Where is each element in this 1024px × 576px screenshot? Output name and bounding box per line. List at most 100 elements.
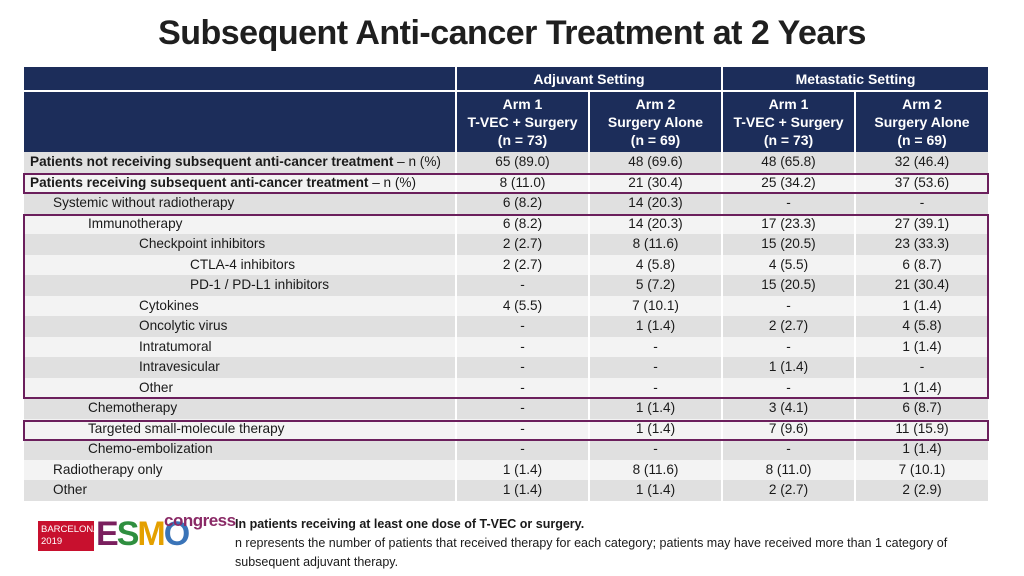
table-cell: 25 (34.2): [721, 172, 856, 193]
table-row: CTLA-4 inhibitors 2 (2.7) 4 (5.8) 4 (5.5…: [24, 254, 989, 275]
table-cell: 11 (15.9): [854, 418, 989, 439]
table-row: Chemotherapy - 1 (1.4) 3 (4.1) 6 (8.7): [24, 398, 989, 419]
table-cell: -: [587, 336, 723, 357]
arm-header-line1: Arm 1: [502, 96, 543, 112]
treatment-table: Adjuvant Setting Metastatic Setting Arm …: [24, 67, 989, 501]
table-row: Intravesicular - - 1 (1.4) -: [24, 357, 989, 378]
row-label: Other: [24, 480, 456, 501]
arm-header-line3: (n = 73): [497, 132, 548, 148]
logo-letter-e: E: [96, 515, 119, 553]
row-label: Intratumoral: [24, 336, 456, 357]
table-cell: 2 (2.7): [721, 480, 856, 501]
footnote-detail: n represents the number of patients that…: [235, 536, 948, 569]
logo-city: BARCELONA: [41, 524, 100, 535]
table-cell: 4 (5.8): [854, 316, 989, 337]
table-row: Radiotherapy only 1 (1.4) 8 (11.6) 8 (11…: [24, 459, 989, 480]
table-cell: 1 (1.4): [854, 377, 989, 398]
group-header-metastatic: Metastatic Setting: [721, 67, 989, 92]
table-cell: 2 (2.7): [721, 316, 856, 337]
row-label: PD-1 / PD-L1 inhibitors: [24, 275, 456, 296]
arm-header-line2: T-VEC + Surgery: [467, 114, 578, 130]
arm-header-line2: T-VEC + Surgery: [733, 114, 844, 130]
row-label: Systemic without radiotherapy: [24, 193, 456, 214]
table-cell: 7 (10.1): [587, 295, 723, 316]
table-cell: -: [455, 418, 589, 439]
table-cell: -: [721, 336, 856, 357]
arm-header-line2: Surgery Alone: [607, 114, 704, 130]
table-cell: 2 (2.7): [455, 254, 589, 275]
table-row: Targeted small-molecule therapy - 1 (1.4…: [24, 418, 989, 439]
table-cell: -: [455, 336, 589, 357]
table-row: Systemic without radiotherapy 6 (8.2) 14…: [24, 193, 989, 214]
table-row: PD-1 / PD-L1 inhibitors - 5 (7.2) 15 (20…: [24, 275, 989, 296]
table-cell: 3 (4.1): [721, 398, 856, 419]
table-cell: 1 (1.4): [854, 439, 989, 460]
table-cell: 6 (8.2): [455, 193, 589, 214]
row-label: Patients not receiving subsequent anti-c…: [24, 152, 456, 173]
table-cell: 21 (30.4): [854, 275, 989, 296]
table-cell: -: [721, 193, 856, 214]
table-cell: 6 (8.7): [854, 254, 989, 275]
logo-letter-m: M: [137, 515, 165, 553]
table-row: Chemo-embolization - - - 1 (1.4): [24, 439, 989, 460]
arm-header-line3: (n = 73): [763, 132, 814, 148]
logo-letter-s: S: [116, 515, 140, 553]
table-cell: 48 (65.8): [721, 152, 856, 173]
table-cell: -: [854, 357, 989, 378]
row-label: Immunotherapy: [24, 213, 456, 234]
table-cell: 7 (9.6): [721, 418, 856, 439]
table-cell: -: [854, 193, 989, 214]
table-cell: -: [587, 439, 723, 460]
table-cell: -: [721, 377, 856, 398]
logo-city-box: BARCELONA 2019: [38, 521, 100, 551]
table-cell: 2 (2.9): [854, 480, 989, 501]
table-cell: 1 (1.4): [854, 295, 989, 316]
table-cell: -: [721, 295, 856, 316]
table-cell: 8 (11.0): [455, 172, 589, 193]
table-cell: -: [455, 377, 589, 398]
arm-header-line3: (n = 69): [897, 132, 947, 148]
header-corner-lower: [24, 91, 456, 152]
row-label-bold: Patients not receiving subsequent anti-c…: [30, 154, 394, 170]
esmo-congress-logo: BARCELONA 2019 ESMO congress: [38, 511, 236, 554]
table-cell: 65 (89.0): [455, 152, 589, 173]
table-row: Cytokines 4 (5.5) 7 (10.1) - 1 (1.4): [24, 295, 989, 316]
arm-header: Arm 1 T-VEC + Surgery (n = 73): [455, 91, 589, 152]
logo-congress: congress: [164, 511, 236, 530]
arm-header-line1: Arm 2: [902, 96, 942, 112]
table-cell: 48 (69.6): [587, 152, 723, 173]
arm-header-line3: (n = 69): [630, 132, 681, 148]
arm-header: Arm 1 T-VEC + Surgery (n = 73): [721, 91, 856, 152]
table-row: Immunotherapy 6 (8.2) 14 (20.3) 17 (23.3…: [24, 213, 989, 234]
table-cell: 23 (33.3): [854, 234, 989, 255]
row-label: Radiotherapy only: [24, 459, 456, 480]
table-row: Oncolytic virus - 1 (1.4) 2 (2.7) 4 (5.8…: [24, 316, 989, 337]
header-corner: [24, 67, 456, 92]
table-cell: 8 (11.6): [587, 234, 723, 255]
table-cell: 2 (2.7): [455, 234, 589, 255]
table-cell: 1 (1.4): [854, 336, 989, 357]
logo-wordmark: ESMO: [96, 515, 190, 554]
row-label-suffix: – n (%): [368, 174, 417, 190]
row-label-suffix: – n (%): [393, 154, 441, 170]
row-label: CTLA-4 inhibitors: [24, 254, 456, 275]
table-cell: 4 (5.8): [587, 254, 723, 275]
table-cell: 21 (30.4): [587, 172, 723, 193]
table-cell: 1 (1.4): [455, 480, 589, 501]
table-cell: -: [455, 316, 589, 337]
row-label-bold: Patients receiving subsequent anti-cance…: [30, 174, 369, 190]
table-row: Patients receiving subsequent anti-cance…: [24, 172, 989, 193]
row-label: Targeted small-molecule therapy: [24, 418, 456, 439]
arm-header: Arm 2 Surgery Alone (n = 69): [854, 91, 989, 152]
table-row: Intratumoral - - - 1 (1.4): [24, 336, 989, 357]
table-cell: 1 (1.4): [455, 459, 589, 480]
row-label: Other: [24, 377, 456, 398]
arm-header-line2: Surgery Alone: [874, 114, 970, 130]
table-cell: 8 (11.0): [721, 459, 856, 480]
table-cell: 37 (53.6): [854, 172, 989, 193]
table-cell: 1 (1.4): [587, 418, 723, 439]
table-cell: 27 (39.1): [854, 213, 989, 234]
table-cell: 14 (20.3): [587, 213, 723, 234]
table-row: Patients not receiving subsequent anti-c…: [24, 152, 989, 173]
table-cell: 1 (1.4): [587, 398, 723, 419]
